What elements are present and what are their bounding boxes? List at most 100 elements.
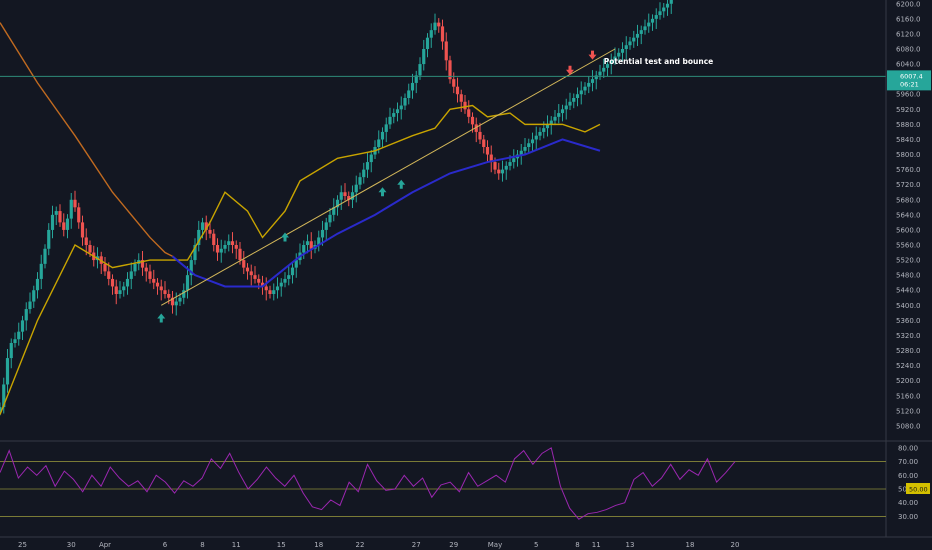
candle-body xyxy=(234,245,238,249)
candle-body xyxy=(335,199,340,208)
candle-body xyxy=(504,165,508,170)
candle-body xyxy=(669,0,673,4)
last-price-badge xyxy=(887,70,931,91)
candle-body xyxy=(407,90,411,98)
price-tick-label: 5120.0 xyxy=(896,407,921,415)
candle-body xyxy=(553,116,557,121)
time-tick-label: 13 xyxy=(626,541,635,549)
candle-body xyxy=(485,147,490,155)
candle-body xyxy=(362,169,366,178)
candle-body xyxy=(497,169,501,174)
candle-body xyxy=(658,11,662,16)
price-tick-label: 5320.0 xyxy=(896,332,921,340)
candle-body xyxy=(107,271,111,279)
candle-body xyxy=(287,275,291,279)
price-tick-label: 5840.0 xyxy=(896,136,921,144)
candle-body xyxy=(647,22,651,27)
candle-body xyxy=(20,320,25,332)
rsi-tick-label: 60.00 xyxy=(898,472,918,480)
candle-body xyxy=(538,131,542,136)
time-tick-label: 20 xyxy=(731,541,740,549)
candle-body xyxy=(662,7,666,12)
price-tick-label: 5440.0 xyxy=(896,287,921,295)
candle-body xyxy=(350,192,355,200)
candle-body xyxy=(32,290,36,302)
time-tick-label: 29 xyxy=(449,541,458,549)
candle-body xyxy=(384,124,388,132)
candle-body xyxy=(444,41,448,61)
candle-body xyxy=(24,309,28,321)
candle-body xyxy=(602,67,606,72)
candle-body xyxy=(5,358,10,385)
ma-blue-line xyxy=(171,138,601,288)
price-tick-label: 5600.0 xyxy=(896,226,921,234)
candle-body xyxy=(489,154,493,163)
candle-body xyxy=(275,286,280,291)
price-tick-label: 5680.0 xyxy=(896,196,921,204)
candle-body xyxy=(523,147,527,151)
candle-body xyxy=(377,139,381,147)
candle-body xyxy=(290,267,295,276)
last-price-label: 6007.4 xyxy=(900,72,923,80)
candle-body xyxy=(545,124,550,129)
price-tick-label: 6080.0 xyxy=(896,46,921,54)
candle-body xyxy=(530,139,535,144)
price-pane[interactable]: Potential test and bounce xyxy=(0,0,886,416)
candle-body xyxy=(410,82,415,91)
candle-body xyxy=(28,301,32,310)
candle-body xyxy=(575,94,580,98)
candle-body xyxy=(425,37,430,49)
candle-body xyxy=(260,282,265,287)
candle-body xyxy=(527,143,531,147)
candle-body xyxy=(223,245,227,249)
candle-body xyxy=(152,278,156,283)
price-tick-label: 5080.0 xyxy=(896,422,921,430)
time-tick-label: 25 xyxy=(18,541,27,549)
candle-body xyxy=(17,331,21,340)
candle-body xyxy=(500,169,505,174)
candle-body xyxy=(50,214,55,230)
candle-body xyxy=(174,301,178,306)
rsi-pane[interactable] xyxy=(0,447,886,520)
candle-body xyxy=(125,278,130,287)
candle-body xyxy=(140,260,145,268)
candle-body xyxy=(185,275,190,291)
candle-body xyxy=(328,214,332,223)
candle-body xyxy=(253,275,257,279)
candle-body xyxy=(508,162,512,166)
candle-body xyxy=(163,290,167,294)
candle-body xyxy=(590,79,595,83)
candle-body xyxy=(639,30,643,34)
candle-body xyxy=(13,339,17,343)
down-arrow-icon xyxy=(566,65,574,75)
time-tick-label: 6 xyxy=(163,541,168,549)
candle-body xyxy=(635,33,640,38)
candle-body xyxy=(84,237,88,245)
candle-body xyxy=(643,26,647,31)
candle-body xyxy=(302,245,306,253)
price-tick-label: 5960.0 xyxy=(896,91,921,99)
candle-body xyxy=(148,271,152,279)
candle-body xyxy=(35,278,40,291)
price-tick-label: 6200.0 xyxy=(896,0,921,8)
price-tick-label: 5800.0 xyxy=(896,151,921,159)
candle-body xyxy=(583,86,587,91)
candle-body xyxy=(324,222,328,230)
price-tick-label: 6040.0 xyxy=(896,61,921,69)
candle-body xyxy=(69,199,73,219)
rsi-line xyxy=(0,447,736,520)
candle-body xyxy=(482,139,486,147)
candle-body xyxy=(395,109,400,114)
candle-body xyxy=(268,290,272,294)
candle-body xyxy=(118,290,122,294)
rsi-value-badge xyxy=(906,483,930,494)
candle-body xyxy=(665,3,670,8)
time-tick-label: Apr xyxy=(99,541,111,549)
price-tick-label: 5520.0 xyxy=(896,257,921,265)
price-tick-label: 5240.0 xyxy=(896,362,921,370)
candle-body xyxy=(354,184,358,193)
price-tick-label: 5360.0 xyxy=(896,317,921,325)
annotation-text: Potential test and bounce xyxy=(604,57,714,66)
candle-body xyxy=(418,64,422,76)
